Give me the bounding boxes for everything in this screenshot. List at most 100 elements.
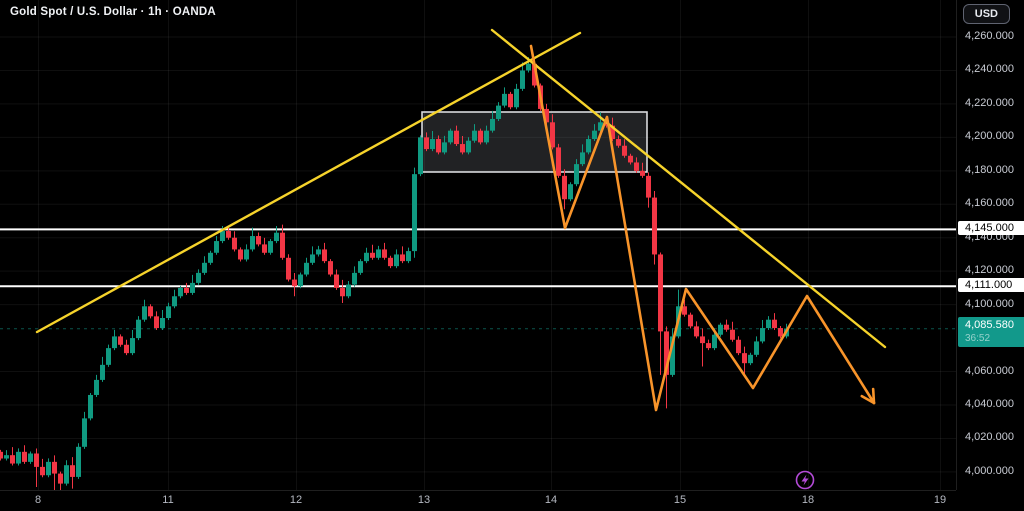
candle-body [670, 336, 675, 375]
candle-body [490, 118, 495, 131]
candle-body [586, 139, 591, 153]
plot-area[interactable] [0, 0, 956, 492]
symbol-title: Gold Spot / U.S. Dollar · 1h · OANDA [10, 6, 216, 18]
candle-body [22, 451, 27, 462]
time-axis-label: 11 [162, 494, 174, 506]
candle-body [178, 287, 183, 297]
time-axis-label: 18 [801, 494, 815, 506]
candle-body [628, 155, 633, 163]
candle-body [244, 249, 249, 260]
candle-body [478, 130, 483, 143]
candle-body [418, 137, 423, 175]
candle-body [412, 174, 417, 252]
candle-body [148, 306, 153, 317]
candle-body [664, 331, 669, 375]
candle-body [766, 319, 771, 329]
candle-body [436, 139, 441, 153]
candle-body [730, 329, 735, 340]
price-axis-label: 4,160.000 [965, 197, 1014, 210]
candle-body [10, 455, 15, 464]
candle-body [550, 122, 555, 148]
candle-body [466, 140, 471, 153]
candle-body [28, 453, 33, 462]
candle-body [142, 306, 147, 320]
candle-body [694, 326, 699, 337]
candle-body [262, 244, 267, 253]
candle-body [598, 122, 603, 131]
candle-body [52, 461, 57, 474]
candle-body [688, 314, 693, 327]
time-axis-label: 13 [417, 494, 431, 506]
candle-body [358, 261, 363, 273]
candle-body [652, 197, 657, 255]
candle-body [724, 324, 729, 330]
candle-body [484, 130, 489, 143]
forecast-zigzag-line[interactable] [529, 44, 876, 412]
price-axis-label: 4,120.000 [965, 264, 1014, 277]
candle-body [196, 272, 201, 283]
candle-body [622, 145, 627, 156]
candle-body [772, 319, 777, 329]
candle-body [682, 306, 687, 315]
candle-body [454, 130, 459, 145]
candle-body [520, 70, 525, 89]
candle-body [616, 139, 621, 146]
currency-button[interactable]: USD [962, 4, 1010, 24]
candle-body [226, 231, 231, 238]
candle-body [64, 465, 69, 484]
candle-body [280, 232, 285, 258]
candle-body [424, 137, 429, 150]
candle-body [658, 254, 663, 332]
candle-body [154, 316, 159, 329]
time-axis-label: 19 [933, 494, 947, 506]
event-marker-icon[interactable] [795, 470, 815, 490]
trend-line-rising-support[interactable] [35, 31, 582, 334]
candle-body [508, 93, 513, 108]
candle-body [70, 465, 75, 477]
candle-body [646, 175, 651, 198]
candle-body [322, 249, 327, 262]
candle-body [292, 279, 297, 287]
candle-body [232, 237, 237, 250]
candle-body [754, 341, 759, 355]
candle-body [112, 336, 117, 349]
candle-body [298, 274, 303, 287]
candle-body [460, 144, 465, 153]
candle-body [736, 339, 741, 354]
candle-body [76, 446, 81, 477]
candle-body [214, 241, 219, 253]
candle-body [472, 130, 477, 141]
candle-body [40, 466, 45, 476]
candle-body [514, 88, 519, 108]
candle-body [250, 236, 255, 250]
candle-body [532, 63, 537, 86]
candle-body [82, 418, 87, 447]
candle-body [184, 287, 189, 293]
time-axis[interactable]: 8 11 12 13 14 15 18 19 [0, 490, 956, 511]
trend-line-falling-resistance[interactable] [490, 28, 887, 349]
candle-body [430, 139, 435, 150]
candle-body [394, 254, 399, 267]
candle-body [400, 254, 405, 262]
candle-body [376, 249, 381, 258]
candle-body [94, 379, 99, 395]
candle-body [124, 344, 129, 354]
candle-body [118, 336, 123, 345]
candle-body [208, 252, 213, 263]
candle-body [46, 461, 51, 476]
candle-body [778, 328, 783, 337]
time-axis-label: 15 [673, 494, 687, 506]
candle-body [0, 451, 3, 459]
candle-body [496, 105, 501, 119]
candle-body [328, 261, 333, 275]
candle-body [34, 453, 39, 467]
price-axis-label: 4,260.000 [965, 30, 1014, 42]
candle-body [220, 231, 225, 242]
price-axis-label: 4,220.000 [965, 96, 1014, 109]
time-axis-label: 12 [289, 494, 303, 506]
candle-body [286, 257, 291, 280]
candle-body [88, 394, 93, 419]
forecast-arrowhead [871, 387, 876, 405]
price-axis[interactable]: 4,260.000 4,240.000 4,220.000 4,200.000 4,18… [956, 0, 1024, 490]
